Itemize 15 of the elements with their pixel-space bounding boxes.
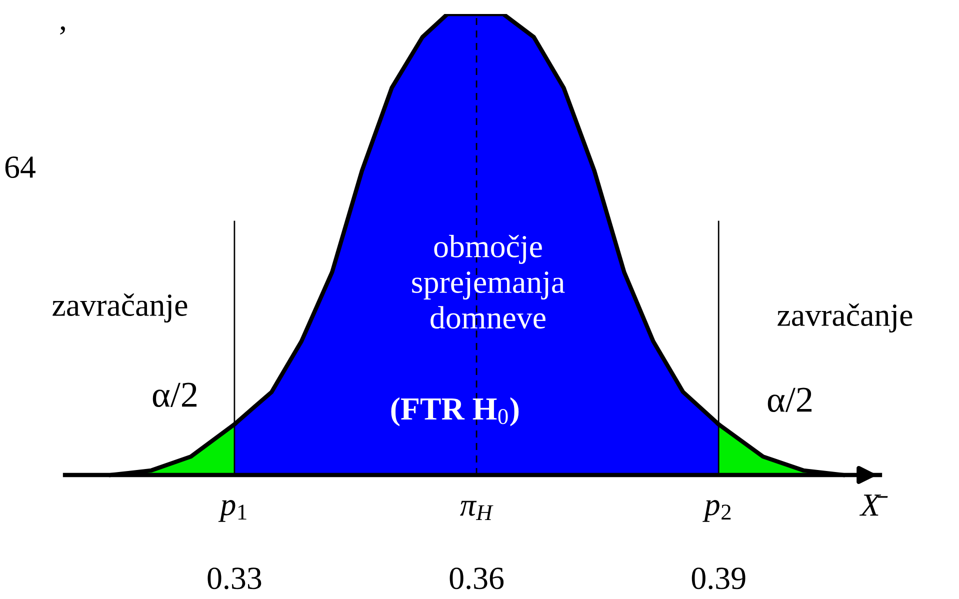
x-tick-label: 0.36 [450,568,504,590]
ref-line-label: p$_{2}$ [702,500,731,522]
annotation: zavračanje [52,293,188,323]
ref-line-label: p$_{1}$ [218,500,246,522]
annotation: (FTR H$_{0}$) [391,397,519,426]
annotation: α/2 [152,382,197,408]
annotation: α/2 [768,388,812,412]
annotation: zavračanje [778,303,912,333]
x-tick-label: 0.33 [208,568,262,590]
text: 64 [5,156,36,178]
annotation: območje sprejemanja domneve [412,234,565,329]
ref-line-label: π$_{H}$ [460,500,494,520]
x-tick-label: 0.39 [692,568,746,590]
text: , [60,26,65,35]
x-axis-title: X̄ [859,494,888,516]
